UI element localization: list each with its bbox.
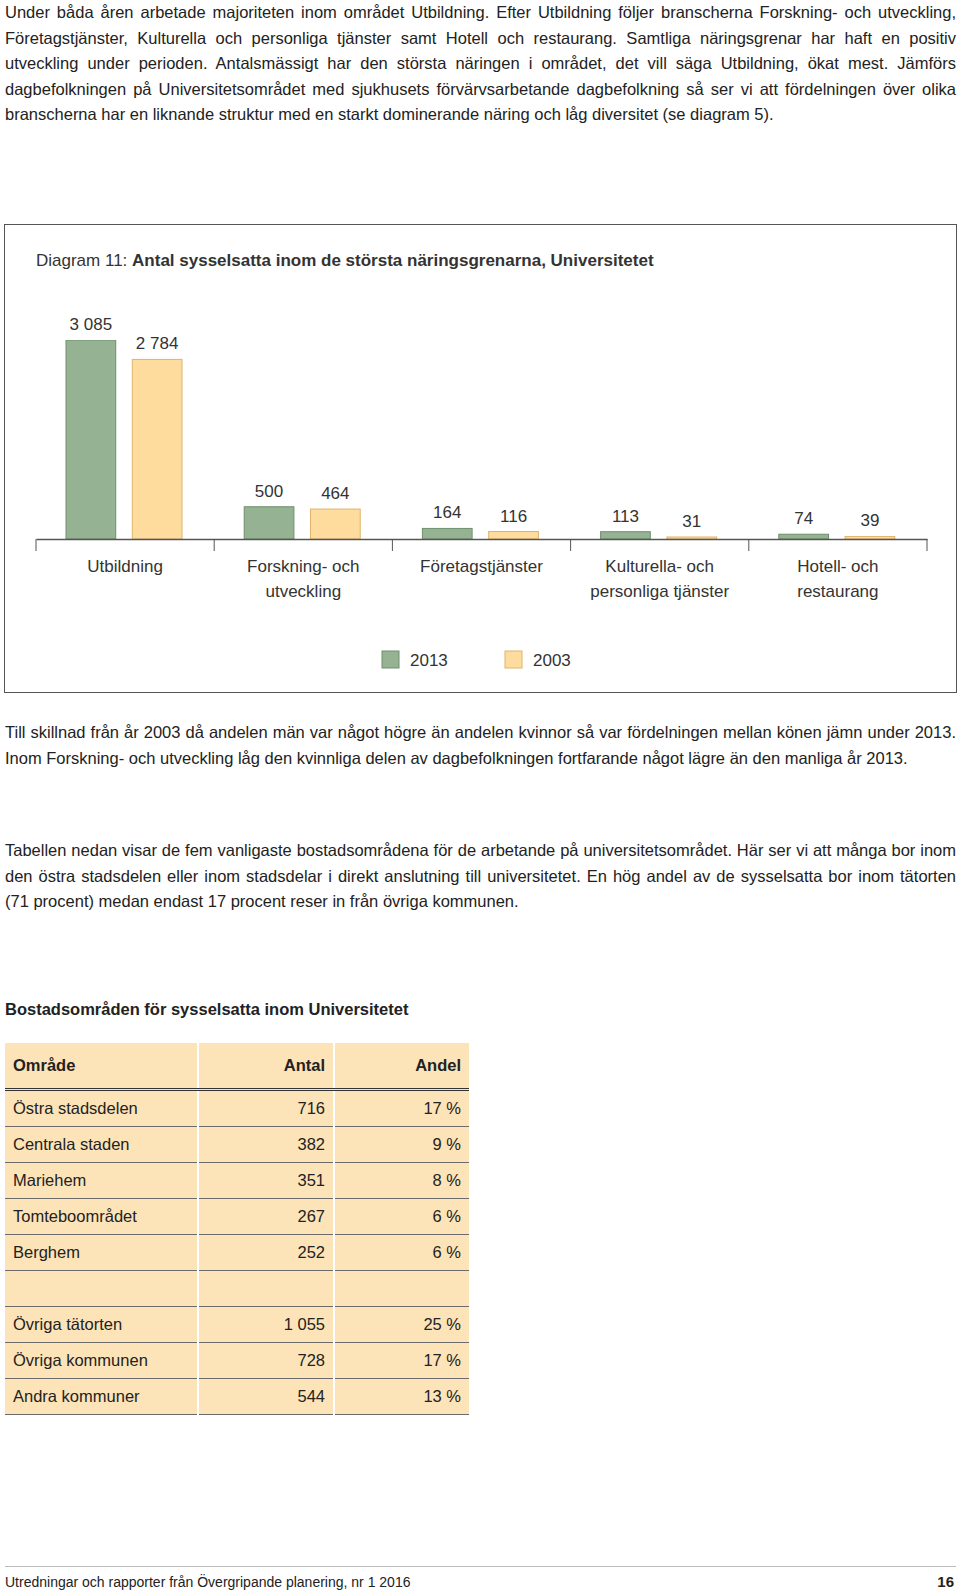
footer-rule [5, 1566, 956, 1567]
table-row: Berghem2526 % [5, 1235, 469, 1271]
table-cell: 252 [198, 1235, 334, 1271]
bar [489, 532, 539, 539]
data-label: 500 [255, 482, 283, 501]
chart-title: Diagram 11: Antal sysselsatta inom de st… [36, 251, 654, 270]
footer-text: Utredningar och rapporter från Övergripa… [5, 1574, 410, 1590]
table: OmrådeAntalAndelÖstra stadsdelen71617 %C… [5, 1043, 469, 1415]
spacer-row [5, 1271, 469, 1307]
spacer-cell [334, 1271, 469, 1307]
category-separator [392, 539, 393, 551]
table-cell: 25 % [334, 1307, 469, 1343]
data-labels: 3 085 500 164 113 74 2 784 464 116 31 39 [70, 315, 880, 531]
category-separator [36, 539, 37, 551]
bar [310, 509, 360, 539]
legend-swatch [505, 651, 522, 668]
data-label: 164 [433, 503, 461, 522]
table-cell: Centrala staden [5, 1127, 198, 1163]
data-label: 113 [612, 507, 639, 526]
paragraph: Till skillnad från år 2003 då andelen mä… [5, 720, 956, 771]
bar [845, 536, 895, 539]
header-cell: Område [5, 1043, 198, 1090]
page-number: 16 [937, 1573, 954, 1590]
table-cell: 6 % [334, 1235, 469, 1271]
axis-line [37, 539, 928, 541]
bar [132, 359, 182, 539]
table-cell: Mariehem [5, 1163, 198, 1199]
table-cell: 8 % [334, 1163, 469, 1199]
table-title: Bostadsområden för sysselsatta inom Univ… [5, 1000, 408, 1019]
header-cell: Andel [334, 1043, 469, 1090]
category-label: Företagstjänster [420, 557, 543, 576]
table-cell: Berghem [5, 1235, 198, 1271]
spacer-cell [198, 1271, 334, 1307]
table-row: Andra kommuner54413 % [5, 1379, 469, 1415]
table-cell: Övriga kommunen [5, 1343, 198, 1379]
legend-swatch [382, 651, 399, 668]
category-label: Utbildning [87, 557, 163, 576]
table-cell: 17 % [334, 1090, 469, 1127]
data-label: 74 [794, 509, 813, 528]
table-cell: 13 % [334, 1379, 469, 1415]
table-cell: 544 [198, 1379, 334, 1415]
bars [66, 340, 895, 539]
paragraph: Under båda åren arbetade majoriteten ino… [5, 0, 956, 128]
bar [667, 537, 717, 539]
separators [36, 539, 927, 551]
legend-label: 2013 [410, 651, 448, 670]
data-label: 2 784 [136, 334, 179, 353]
table-row: Övriga kommunen72817 % [5, 1343, 469, 1379]
data-label: 3 085 [70, 315, 113, 334]
data-label: 39 [860, 511, 879, 530]
data-label: 31 [682, 512, 701, 531]
chart-frame [5, 225, 957, 693]
bar [66, 340, 116, 539]
spacer-cell [5, 1271, 198, 1307]
bar [422, 528, 472, 539]
table-header-row: OmrådeAntalAndel [5, 1043, 469, 1090]
category-separator [214, 539, 215, 551]
legend-label: 2003 [533, 651, 571, 670]
data-label: 464 [321, 484, 349, 503]
header-cell: Antal [198, 1043, 334, 1090]
table-cell: Tomteboområdet [5, 1199, 198, 1235]
category-separator [748, 539, 749, 551]
bar [244, 507, 294, 539]
category-label: Hotell- ochrestaurang [797, 557, 878, 601]
table-cell: 716 [198, 1090, 334, 1127]
table-row: Övriga tätorten1 05525 % [5, 1307, 469, 1343]
table-row: Centrala staden3829 % [5, 1127, 469, 1163]
table-row: Tomteboområdet2676 % [5, 1199, 469, 1235]
table-cell: Övriga tätorten [5, 1307, 198, 1343]
category-label: Forskning- ochutveckling [247, 557, 359, 601]
table-body: Östra stadsdelen71617 %Centrala staden38… [5, 1090, 469, 1415]
table-row: Östra stadsdelen71617 % [5, 1090, 469, 1127]
table-cell: 6 % [334, 1199, 469, 1235]
table-cell: Andra kommuner [5, 1379, 198, 1415]
category-labels: Utbildning Forskning- ochutveckling Företa… [87, 557, 878, 601]
bar [779, 534, 829, 539]
table-cell: Östra stadsdelen [5, 1090, 198, 1127]
legend: 2013 2003 [382, 651, 571, 670]
bar [601, 532, 651, 539]
category-label: Kulturella- ochpersonliga tjänster [590, 557, 729, 601]
table-cell: 267 [198, 1199, 334, 1235]
table-head: OmrådeAntalAndel [5, 1043, 469, 1090]
table-cell: 9 % [334, 1127, 469, 1163]
category-separator [927, 539, 928, 551]
table-cell: 351 [198, 1163, 334, 1199]
table-row: Mariehem3518 % [5, 1163, 469, 1199]
table-cell: 17 % [334, 1343, 469, 1379]
table-cell: 382 [198, 1127, 334, 1163]
chart: Diagram 11: Antal sysselsatta inom de st… [0, 0, 960, 700]
x-axis [37, 539, 928, 541]
data-label: 116 [500, 507, 527, 526]
category-separator [570, 539, 571, 551]
table-cell: 728 [198, 1343, 334, 1379]
paragraph: Tabellen nedan visar de fem vanligaste b… [5, 838, 956, 915]
table-cell: 1 055 [198, 1307, 334, 1343]
